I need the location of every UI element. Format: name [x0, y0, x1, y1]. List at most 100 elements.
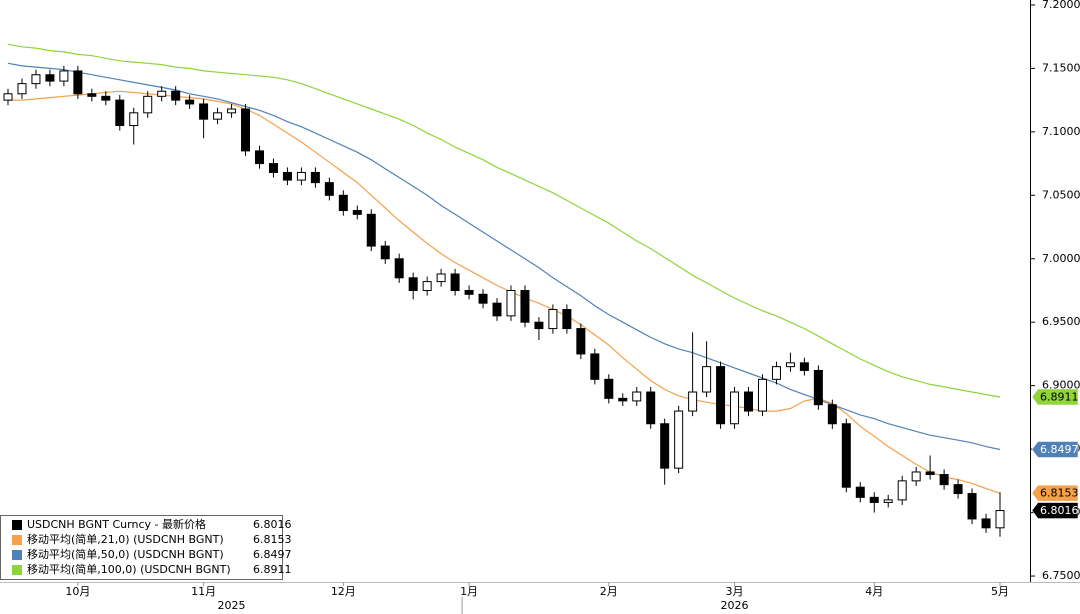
x-tick-label: 4月	[865, 585, 883, 598]
candle-body	[143, 95, 153, 114]
legend-label: 移动平均(简单,100,0) (USDCNH BGNT)	[27, 562, 231, 576]
candle-body	[87, 93, 97, 97]
y-tick-label: 7.1000	[1042, 125, 1080, 138]
candle-body	[492, 302, 502, 317]
candle-body	[897, 480, 907, 501]
candle-body	[185, 99, 195, 105]
candle-body	[716, 366, 726, 425]
candle-body	[757, 378, 767, 412]
candle-body	[352, 210, 362, 215]
legend-label: 移动平均(简单,21,0) (USDCNH BGNT)	[27, 532, 224, 546]
plot	[3, 43, 1005, 537]
candle-body	[925, 471, 935, 476]
candle-body	[618, 397, 628, 402]
candle-body	[744, 391, 754, 412]
year-label: 2025	[218, 599, 246, 612]
candle-body	[632, 391, 642, 402]
candle-body	[59, 70, 69, 82]
candle-body	[422, 281, 432, 291]
legend-swatch	[12, 520, 22, 530]
candle-body	[799, 362, 809, 371]
y-tick-label: 7.0000	[1042, 252, 1080, 265]
y-tick-label: 6.7500	[1042, 569, 1080, 582]
candle-body	[338, 194, 348, 212]
candle-body	[855, 486, 865, 498]
candle-body	[562, 309, 572, 330]
candle-body	[171, 90, 181, 101]
price-tag-label: 6.8016	[1040, 504, 1079, 517]
price-tag	[1031, 484, 1079, 502]
legend-swatch	[12, 550, 22, 560]
x-tick-label: 2月	[600, 585, 618, 598]
candle-body	[73, 70, 83, 95]
candle-body	[436, 273, 446, 283]
candle-body	[827, 404, 837, 425]
legend-value: 6.8497	[253, 548, 292, 561]
candle-body	[478, 293, 488, 304]
candle-body	[883, 499, 893, 503]
candle-body	[199, 103, 209, 120]
candle-body	[324, 182, 334, 196]
candle-body	[702, 366, 712, 393]
candle-body	[981, 518, 991, 529]
candle-body	[813, 369, 823, 406]
legend-value: 6.8911	[253, 563, 292, 576]
candle-body	[646, 391, 656, 425]
candle-body	[464, 289, 474, 295]
candle-body	[939, 474, 949, 486]
y-tick-label: 6.9500	[1042, 315, 1080, 328]
legend-label: USDCNH BGNT Curncy - 最新价格	[27, 517, 206, 531]
candle-body	[520, 289, 530, 323]
candle-body	[841, 423, 851, 488]
candle-body	[869, 496, 879, 503]
candle-body	[282, 171, 292, 181]
candle-body	[576, 328, 586, 355]
candle-body	[17, 83, 27, 95]
candle-body	[3, 93, 13, 101]
x-tick-label: 12月	[331, 585, 356, 598]
candle-body	[674, 410, 684, 469]
candle-body	[241, 108, 251, 152]
legend-value: 6.8153	[253, 533, 292, 546]
candle-body	[590, 353, 600, 380]
candle-body	[213, 112, 223, 120]
y-tick-label: 7.1500	[1042, 61, 1080, 74]
candle-body	[771, 366, 781, 380]
y-tick-label: 7.2000	[1042, 0, 1080, 11]
candle-body	[911, 471, 921, 482]
candle-body	[310, 171, 320, 184]
price-tag	[1031, 441, 1079, 458]
candle-body	[967, 493, 977, 520]
candle-body	[366, 213, 376, 247]
x-tick-label: 1月	[460, 585, 478, 598]
candle-body	[157, 90, 167, 97]
legend: USDCNH BGNT Curncy - 最新价格 6.8016 移动平均(简单,2…	[0, 515, 292, 580]
legend-box	[0, 515, 283, 580]
candle-body	[604, 378, 614, 399]
price-tag	[1031, 502, 1079, 519]
x-tick-label: 3月	[726, 585, 744, 598]
candle-body	[450, 273, 460, 291]
candle-body	[394, 258, 404, 279]
candle-body	[506, 289, 516, 317]
ma-line	[7, 43, 1001, 398]
legend-swatch	[12, 535, 22, 545]
price-tag-label: 6.8497	[1040, 443, 1079, 456]
legend-swatch	[12, 565, 22, 575]
candle-body	[408, 277, 418, 291]
year-label: 2026	[721, 599, 749, 612]
candle-body	[953, 484, 963, 495]
candle-body	[254, 150, 264, 165]
y-tick-label: 6.9000	[1042, 379, 1080, 392]
x-tick-label: 10月	[65, 585, 90, 598]
candle-body	[534, 321, 544, 330]
legend-label: 移动平均(简单,50,0) (USDCNH BGNT)	[27, 547, 224, 561]
price-tag-label: 6.8911	[1040, 390, 1079, 403]
candle-body	[688, 391, 698, 412]
price-tag-label: 6.8153	[1040, 487, 1079, 500]
candle-body	[660, 423, 670, 469]
candle-body	[995, 510, 1005, 529]
candle-body	[227, 108, 237, 114]
